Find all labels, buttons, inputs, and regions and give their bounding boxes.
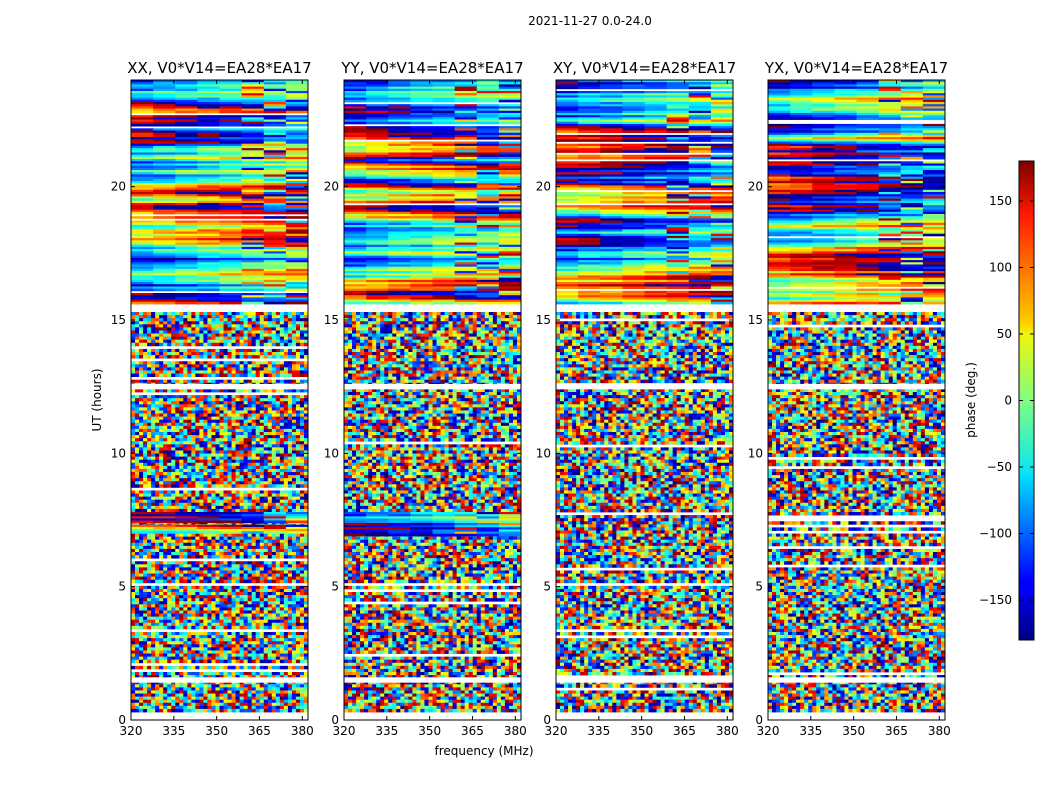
x-tick-label: 350: [842, 724, 865, 738]
y-tick-label: 0: [118, 713, 126, 727]
x-tick-label: 365: [461, 724, 484, 738]
y-tick-label: 15: [748, 313, 763, 327]
x-tick-label: 335: [162, 724, 185, 738]
heatmap: [556, 80, 734, 713]
colorbar-tick-label: 150: [989, 194, 1012, 208]
panel-3: XY, V0*V14=EA28*EA17 320 335 350 365 380 0 5 10 1…: [536, 59, 739, 738]
y-tick-label: 10: [536, 446, 551, 460]
y-tick-label: 0: [331, 713, 339, 727]
y-tick-label: 15: [324, 313, 339, 327]
y-tick-label: 10: [748, 446, 763, 460]
x-tick-label: 320: [333, 724, 356, 738]
y-tick-label: 20: [324, 180, 339, 194]
panel-title: YX, V0*V14=EA28*EA17: [764, 59, 948, 77]
x-tick-label: 335: [375, 724, 398, 738]
x-tick-label: 365: [885, 724, 908, 738]
x-tick-label: 350: [418, 724, 441, 738]
y-tick-label: 15: [111, 313, 126, 327]
y-tick-label: 10: [111, 446, 126, 460]
x-tick-label: 320: [120, 724, 143, 738]
y-tick-label: 5: [543, 580, 551, 594]
panel-frame: [343, 79, 522, 721]
colorbar-tick-label: 100: [989, 260, 1012, 274]
y-tick-label: 0: [755, 713, 763, 727]
panel-frame: [555, 79, 734, 721]
colorbar-tick-label: −50: [987, 460, 1012, 474]
y-tick-label: 15: [536, 313, 551, 327]
panel-frame: [130, 79, 309, 721]
x-tick-label: 380: [504, 724, 527, 738]
x-tick-label: 320: [757, 724, 780, 738]
y-tick-label: 0: [543, 713, 551, 727]
colorbar: 150 100 50 0 −50 −100 −150 phase (deg.): [964, 160, 1035, 641]
panel-title: XY, V0*V14=EA28*EA17: [553, 59, 736, 77]
x-tick-label: 350: [205, 724, 228, 738]
heatmap: [344, 80, 522, 713]
x-tick-label: 320: [545, 724, 568, 738]
y-tick-label: 5: [331, 580, 339, 594]
panel-1: XX, V0*V14=EA28*EA17 320 335 350 365 380 0 5 10 1…: [111, 59, 314, 738]
heatmap: [131, 80, 309, 713]
colorbar-label: phase (deg.): [964, 362, 978, 438]
x-tick-label: 365: [248, 724, 271, 738]
colorbar-tick-label: 0: [1004, 394, 1012, 408]
y-tick-label: 20: [111, 180, 126, 194]
colorbar-tick-label: −150: [979, 593, 1012, 607]
panel-title: YY, V0*V14=EA28*EA17: [340, 59, 523, 77]
x-tick-label: 380: [928, 724, 951, 738]
x-tick-label: 365: [673, 724, 696, 738]
y-tick-label: 20: [748, 180, 763, 194]
x-tick-label: 350: [630, 724, 653, 738]
y-tick-label: 20: [536, 180, 551, 194]
colorbar-tick-label: 50: [997, 327, 1012, 341]
figure-title: 2021-11-27 0.0-24.0: [0, 14, 1050, 28]
panel-title: XX, V0*V14=EA28*EA17: [127, 59, 311, 77]
y-tick-label: 10: [324, 446, 339, 460]
x-tick-label: 380: [291, 724, 314, 738]
x-tick-label: 380: [716, 724, 739, 738]
y-axis-label: UT (hours): [90, 368, 104, 431]
x-tick-label: 335: [587, 724, 610, 738]
y-tick-label: 5: [755, 580, 763, 594]
y-tick-label: 5: [118, 580, 126, 594]
x-axis-label: frequency (MHz): [434, 744, 533, 758]
panel-frame: [767, 79, 946, 721]
heatmap: [768, 80, 946, 713]
panel-4: YX, V0*V14=EA28*EA17 320 335 350 365 380 0 5 10 1…: [748, 59, 951, 738]
panel-2: YY, V0*V14=EA28*EA17 320 335 350 365 380 0 5 10 1…: [324, 59, 527, 738]
colorbar-tick-label: −100: [979, 527, 1012, 541]
x-tick-label: 335: [799, 724, 822, 738]
